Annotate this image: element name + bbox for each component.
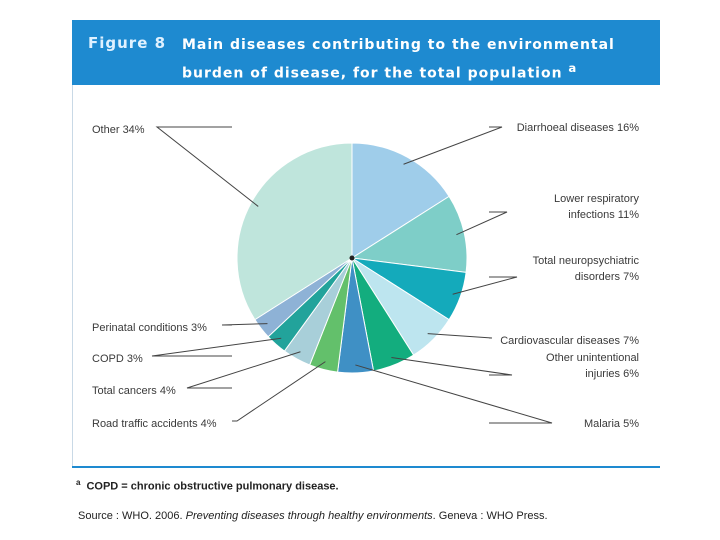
- slice-label-line: COPD 3%: [92, 353, 143, 365]
- slice-label: Total cancers 4%: [92, 385, 176, 397]
- footnote-text: COPD = chronic obstructive pulmonary dis…: [86, 480, 339, 493]
- footnote: a COPD = chronic obstructive pulmonary di…: [76, 478, 339, 493]
- slice-label: Other 34%: [92, 124, 145, 136]
- slice-label: Malaria 5%: [584, 418, 639, 430]
- slice-label-line: injuries 6%: [585, 368, 639, 380]
- figure-bottom-rule: [72, 466, 660, 468]
- source-citation: Source : WHO. 2006. Preventing diseases …: [78, 510, 548, 522]
- slice-label-line: Lower respiratory: [554, 193, 639, 205]
- slice-label: Road traffic accidents 4%: [92, 418, 217, 430]
- figure-label: Figure 8: [88, 34, 167, 52]
- leader-line: [221, 323, 268, 326]
- figure-title-text: Main diseases contributing to the enviro…: [182, 37, 615, 82]
- figure-left-rule: [72, 85, 73, 468]
- leader-line: [155, 126, 259, 207]
- figure-title: Main diseases contributing to the enviro…: [182, 34, 652, 86]
- slice-label: Cardiovascular diseases 7%: [500, 335, 639, 347]
- slice-label: Lower respiratory infections 11%: [554, 193, 639, 221]
- slice-label-line: Malaria 5%: [584, 418, 639, 430]
- slice-label-line: Other 34%: [92, 124, 145, 136]
- slice-label-line: disorders 7%: [575, 271, 639, 283]
- leader-line: [232, 361, 326, 422]
- leader-line: [355, 364, 553, 424]
- source-prefix: Source : WHO. 2006.: [78, 510, 186, 522]
- slice-label: Perinatal conditions 3%: [92, 322, 207, 334]
- figure-title-marker: a: [568, 61, 578, 75]
- leader-line: [186, 351, 301, 389]
- slice-label-line: Road traffic accidents 4%: [92, 418, 217, 430]
- figure-header: Figure 8 Main diseases contributing to t…: [72, 20, 660, 85]
- slice-label-line: Other unintentional: [546, 352, 639, 364]
- slice-label-line: Total neuropsychiatric: [533, 255, 640, 267]
- slice-label: Total neuropsychiatric disorders 7%: [533, 255, 640, 283]
- leader-line: [427, 333, 493, 339]
- slice-label-line: Perinatal conditions 3%: [92, 322, 207, 334]
- leader-line: [456, 211, 508, 236]
- slice-label: Other unintentional injuries 6%: [546, 352, 639, 380]
- slice-label-line: Cardiovascular diseases 7%: [500, 335, 639, 347]
- footnote-marker: a: [76, 478, 81, 487]
- pie-slice: [351, 142, 450, 259]
- slice-labels: Diarrhoeal diseases 16% Lower respiratory…: [92, 122, 639, 430]
- leader-lines: [151, 126, 553, 424]
- leader-line: [403, 126, 503, 165]
- source-suffix: . Geneva : WHO Press.: [432, 510, 548, 522]
- slice-label-line: infections 11%: [568, 209, 639, 221]
- pie-chart: Diarrhoeal diseases 16% Lower respiratory…: [92, 122, 639, 430]
- pie-center-dot: [349, 255, 355, 261]
- pie-slice: [350, 195, 468, 273]
- source-title: Preventing diseases through healthy envi…: [185, 510, 433, 522]
- pie-slices: [236, 142, 468, 374]
- pie-slice: [236, 142, 353, 321]
- leader-line: [151, 337, 282, 357]
- slice-label: Diarrhoeal diseases 16%: [517, 122, 640, 134]
- leader-line: [391, 356, 513, 376]
- slice-label-line: Total cancers 4%: [92, 385, 176, 397]
- slice-label: COPD 3%: [92, 353, 143, 365]
- leader-line: [452, 276, 518, 295]
- slice-label-line: Diarrhoeal diseases 16%: [517, 122, 640, 134]
